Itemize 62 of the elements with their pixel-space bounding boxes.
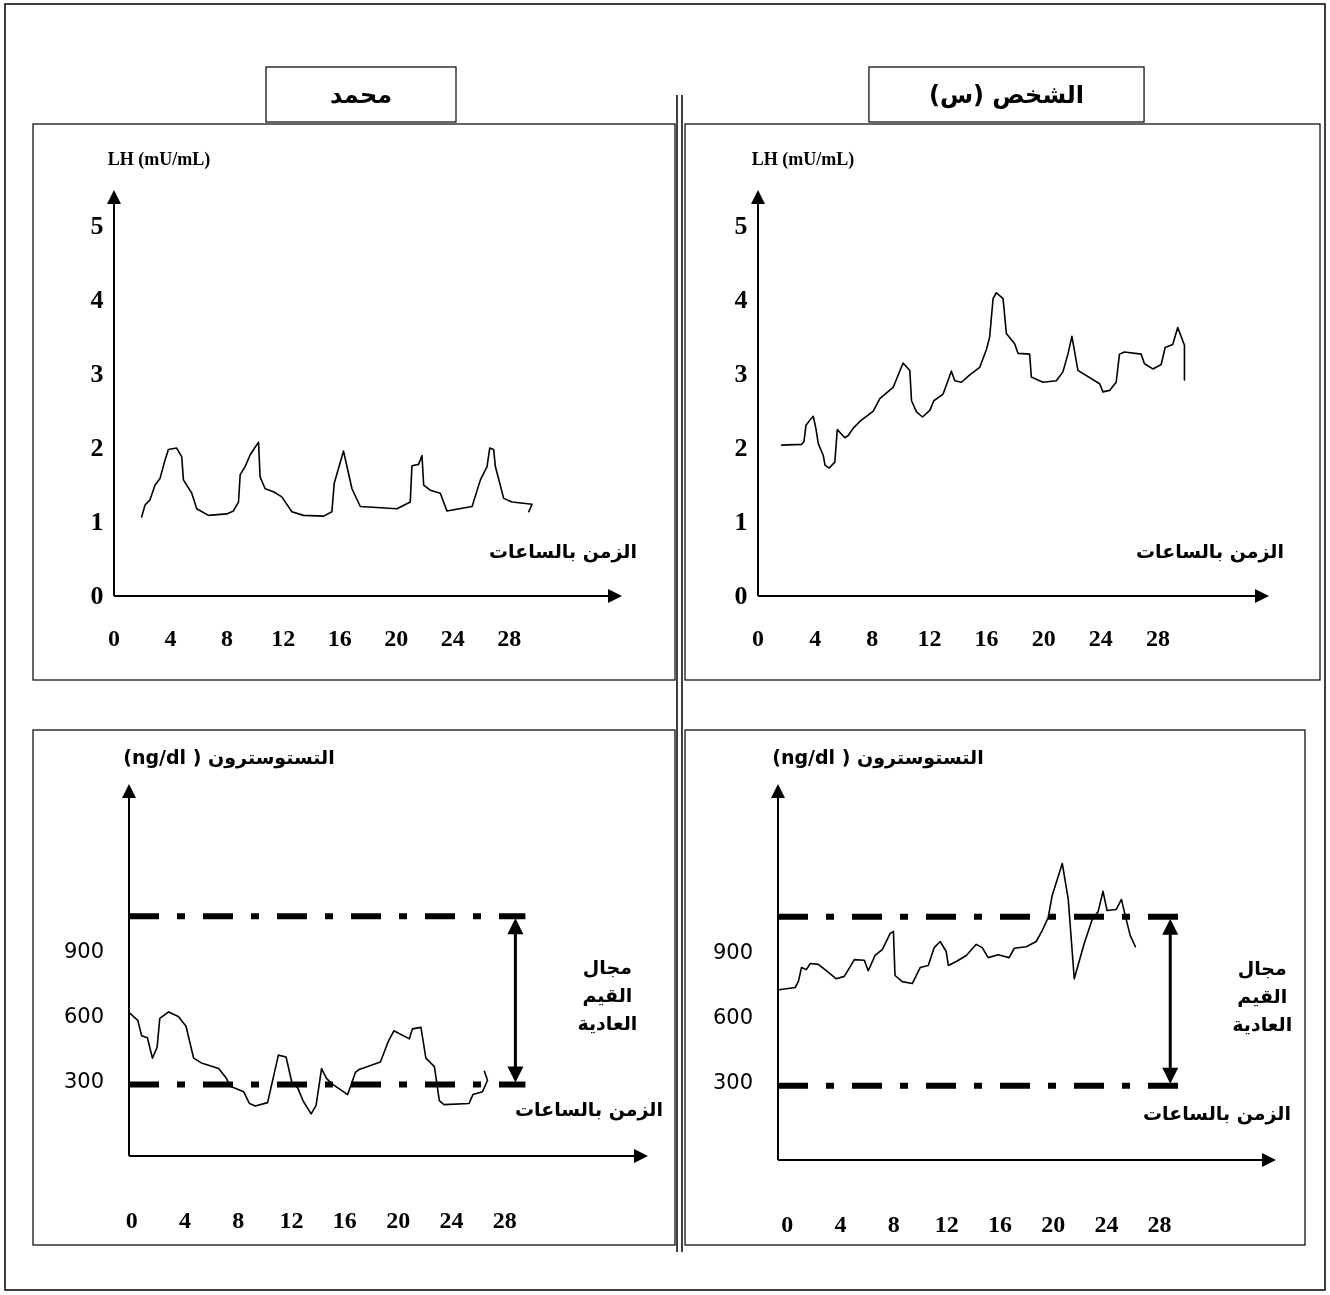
x-tick-label: 4 bbox=[178, 1207, 191, 1233]
chart-title: الشخص (س) bbox=[928, 81, 1085, 109]
x-tick-label: 8 bbox=[887, 1211, 900, 1237]
y-tick-label: 5 bbox=[734, 211, 748, 241]
y-tick-label: 300 bbox=[63, 1069, 105, 1094]
y-tick-label: 1 bbox=[90, 507, 104, 537]
x-tick-label: 20 bbox=[1031, 625, 1056, 651]
x-tick-label: 0 bbox=[125, 1207, 138, 1233]
x-tick-label: 16 bbox=[327, 625, 352, 651]
y-tick-label: 0 bbox=[90, 581, 104, 610]
x-tick-label: 12 bbox=[271, 625, 296, 651]
x-tick-label: 0 bbox=[781, 1211, 794, 1237]
x-tick-label: 20 bbox=[384, 625, 409, 651]
x-tick-label: 24 bbox=[440, 625, 465, 651]
y-tick-label: 3 bbox=[734, 359, 748, 389]
y-axis-title: LH (mU/mL) bbox=[107, 149, 211, 170]
y-tick-label: 600 bbox=[712, 1005, 754, 1030]
x-tick-label: 8 bbox=[232, 1207, 245, 1233]
line-series bbox=[140, 441, 533, 518]
x-tick-label: 28 bbox=[492, 1207, 517, 1233]
x-axis-title: الزمن بالساعات bbox=[1135, 540, 1285, 563]
y-axis-title: التستوسترون ( ng/dl) bbox=[123, 746, 335, 769]
y-tick-label: 900 bbox=[712, 939, 754, 964]
x-tick-label: 4 bbox=[834, 1211, 847, 1237]
x-tick-label: 16 bbox=[332, 1207, 357, 1233]
y-tick-label: 900 bbox=[63, 938, 105, 963]
x-tick-label: 20 bbox=[1041, 1211, 1066, 1237]
y-tick-label: 3 bbox=[90, 359, 104, 389]
y-tick-label: 1 bbox=[734, 507, 748, 537]
y-tick-label: 2 bbox=[734, 433, 748, 463]
x-tick-label: 28 bbox=[1147, 1211, 1172, 1237]
y-axis-title: التستوسترون ( ng/dl) bbox=[772, 746, 984, 769]
x-tick-label: 16 bbox=[974, 625, 999, 651]
line-series bbox=[780, 291, 1186, 469]
y-tick-label: 4 bbox=[734, 285, 748, 315]
y-tick-label: 2 bbox=[90, 433, 104, 463]
x-tick-label: 28 bbox=[1145, 625, 1170, 651]
x-axis-title: الزمن بالساعات bbox=[514, 1098, 664, 1121]
x-tick-label: 4 bbox=[164, 625, 177, 651]
y-tick-label: 600 bbox=[63, 1003, 105, 1028]
x-tick-label: 24 bbox=[1088, 625, 1113, 651]
chart-title: محمد bbox=[329, 81, 393, 109]
x-tick-label: 24 bbox=[439, 1207, 464, 1233]
x-tick-label: 8 bbox=[866, 625, 879, 651]
x-tick-label: 12 bbox=[934, 1211, 959, 1237]
annotation: مجال القيم العادية bbox=[577, 956, 638, 1035]
x-tick-label: 24 bbox=[1094, 1211, 1119, 1237]
y-tick-label: 4 bbox=[90, 285, 104, 315]
y-tick-label: 300 bbox=[712, 1070, 754, 1095]
x-tick-label: 16 bbox=[988, 1211, 1013, 1237]
y-tick-label: 0 bbox=[734, 581, 748, 610]
x-tick-label: 12 bbox=[917, 625, 942, 651]
x-tick-label: 28 bbox=[497, 625, 522, 651]
x-tick-label: 12 bbox=[279, 1207, 304, 1233]
x-tick-label: 4 bbox=[809, 625, 822, 651]
x-tick-label: 20 bbox=[386, 1207, 411, 1233]
annotation: مجال القيم العادية bbox=[1232, 957, 1293, 1036]
x-tick-label: 8 bbox=[220, 625, 233, 651]
x-axis-title: الزمن بالساعات bbox=[488, 540, 638, 563]
x-axis-title: الزمن بالساعات bbox=[1142, 1102, 1292, 1125]
y-tick-label: 5 bbox=[90, 211, 104, 241]
y-axis-title: LH (mU/mL) bbox=[751, 149, 855, 170]
